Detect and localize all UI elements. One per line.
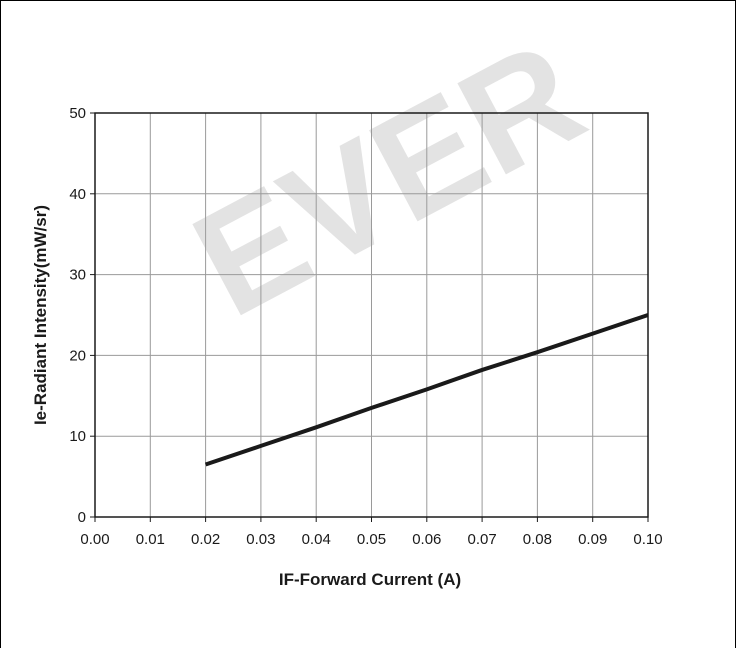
x-tick-label: 0.04 bbox=[302, 531, 331, 548]
x-tick-label: 0.07 bbox=[467, 531, 496, 548]
y-axis-label: Ie-Radiant Intensity(mW/sr) bbox=[31, 205, 50, 425]
series-layer bbox=[204, 313, 649, 467]
x-tick-label: 0.06 bbox=[412, 531, 441, 548]
x-axis-label: IF-Forward Current (A) bbox=[279, 570, 461, 589]
x-tick-label: 0.03 bbox=[246, 531, 275, 548]
y-tick-label: 30 bbox=[69, 267, 86, 284]
y-tick-label: 40 bbox=[69, 186, 86, 203]
watermark-text: EVER bbox=[168, 8, 608, 348]
x-tick-label: 0.09 bbox=[578, 531, 607, 548]
y-tick-label: 50 bbox=[69, 105, 86, 122]
x-tick-label: 0.08 bbox=[523, 531, 552, 548]
x-tick-label: 0.00 bbox=[80, 531, 109, 548]
y-axis-ticks: 0 10 20 30 40 50 bbox=[69, 105, 95, 526]
x-tick-label: 0.01 bbox=[136, 531, 165, 548]
y-tick-label: 20 bbox=[69, 347, 86, 364]
grid-lines bbox=[95, 113, 648, 517]
watermark-logo: EVER bbox=[168, 8, 608, 348]
series-line bbox=[204, 313, 649, 467]
x-axis-ticks: 0.00 0.01 0.02 0.03 0.04 0.05 0.06 0.07 0.08 0.09… bbox=[80, 517, 663, 548]
y-tick-label: 0 bbox=[78, 509, 86, 526]
x-tick-label: 0.05 bbox=[357, 531, 386, 548]
x-tick-label: 0.02 bbox=[191, 531, 220, 548]
x-tick-label: 0.10 bbox=[633, 531, 662, 548]
y-tick-label: 10 bbox=[69, 428, 86, 445]
